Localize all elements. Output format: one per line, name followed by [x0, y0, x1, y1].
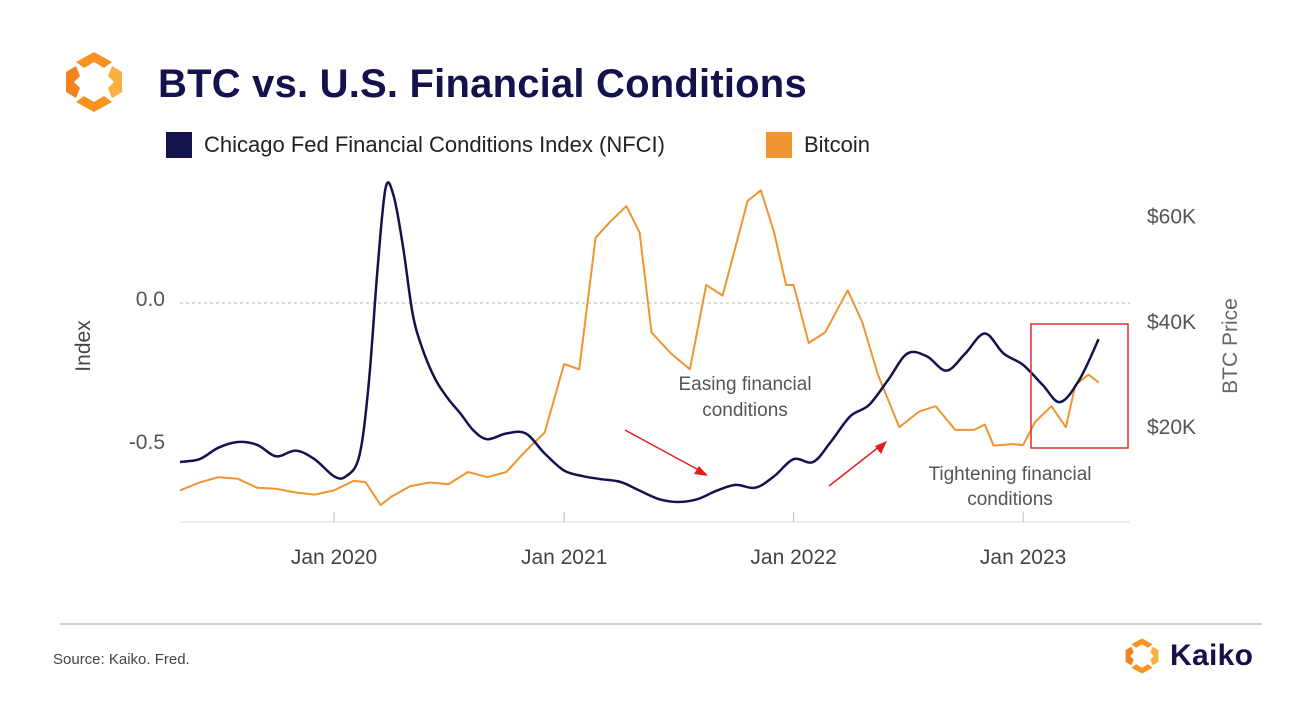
x-tick-label: Jan 2021	[521, 546, 607, 569]
legend-item-bitcoin: Bitcoin	[766, 132, 870, 158]
brand-name: Kaiko	[1170, 639, 1254, 672]
annotation-easing: Easing financial conditions	[624, 374, 812, 476]
y-axis-right-label: BTC Price	[1219, 298, 1242, 394]
annotation-tightening: Tightening financial conditions	[828, 441, 1092, 510]
y-left-tick-labels: 0.0 -0.5	[129, 288, 165, 454]
annotation-easing-line-1: Easing financial	[678, 374, 811, 395]
series-line-nfci	[179, 181, 1100, 504]
annotation-easing-arrowhead	[694, 466, 708, 476]
kaiko-brand-icon	[1125, 638, 1159, 674]
legend-item-nfci: Chicago Fed Financial Conditions Index (…	[166, 132, 665, 158]
footer-divider	[60, 623, 1262, 625]
annotation-easing-line-2: conditions	[702, 400, 788, 421]
y-right-tick-labels: $60K $40K $20K	[1147, 206, 1196, 440]
y-axis-left-label: Index	[72, 320, 95, 372]
x-tick-labels: Jan 2020 Jan 2021 Jan 2022 Jan 2023	[291, 546, 1067, 569]
y-right-tick-label: $40K	[1147, 311, 1196, 334]
kaiko-logo-icon	[66, 52, 122, 112]
x-tick-label: Jan 2022	[750, 546, 836, 569]
x-tick-label: Jan 2020	[291, 546, 377, 569]
annotation-easing-arrow	[624, 429, 707, 475]
legend-swatch-nfci	[166, 132, 192, 158]
y-left-tick-label: -0.5	[129, 431, 165, 454]
brand-logo: Kaiko	[1122, 634, 1253, 678]
y-right-tick-label: $20K	[1147, 416, 1196, 439]
y-left-tick-label: 0.0	[136, 288, 165, 311]
y-right-tick-label: $60K	[1147, 206, 1196, 229]
annotation-tightening-arrow	[828, 442, 885, 487]
highlight-box	[1030, 323, 1129, 449]
legend-swatch-bitcoin	[766, 132, 792, 158]
annotation-tightening-line-1: Tightening financial	[928, 464, 1091, 485]
page-title: BTC vs. U.S. Financial Conditions	[158, 62, 807, 106]
series-line-bitcoin	[179, 189, 1100, 507]
annotation-tightening-line-2: conditions	[967, 489, 1053, 510]
legend-label-nfci: Chicago Fed Financial Conditions Index (…	[204, 132, 665, 157]
annotation-tightening-arrowhead	[875, 441, 887, 454]
x-tick-marks	[333, 512, 1024, 522]
legend-label-bitcoin: Bitcoin	[804, 132, 871, 157]
x-tick-label: Jan 2023	[980, 546, 1066, 569]
source-note: Source: Kaiko. Fred.	[53, 651, 190, 668]
